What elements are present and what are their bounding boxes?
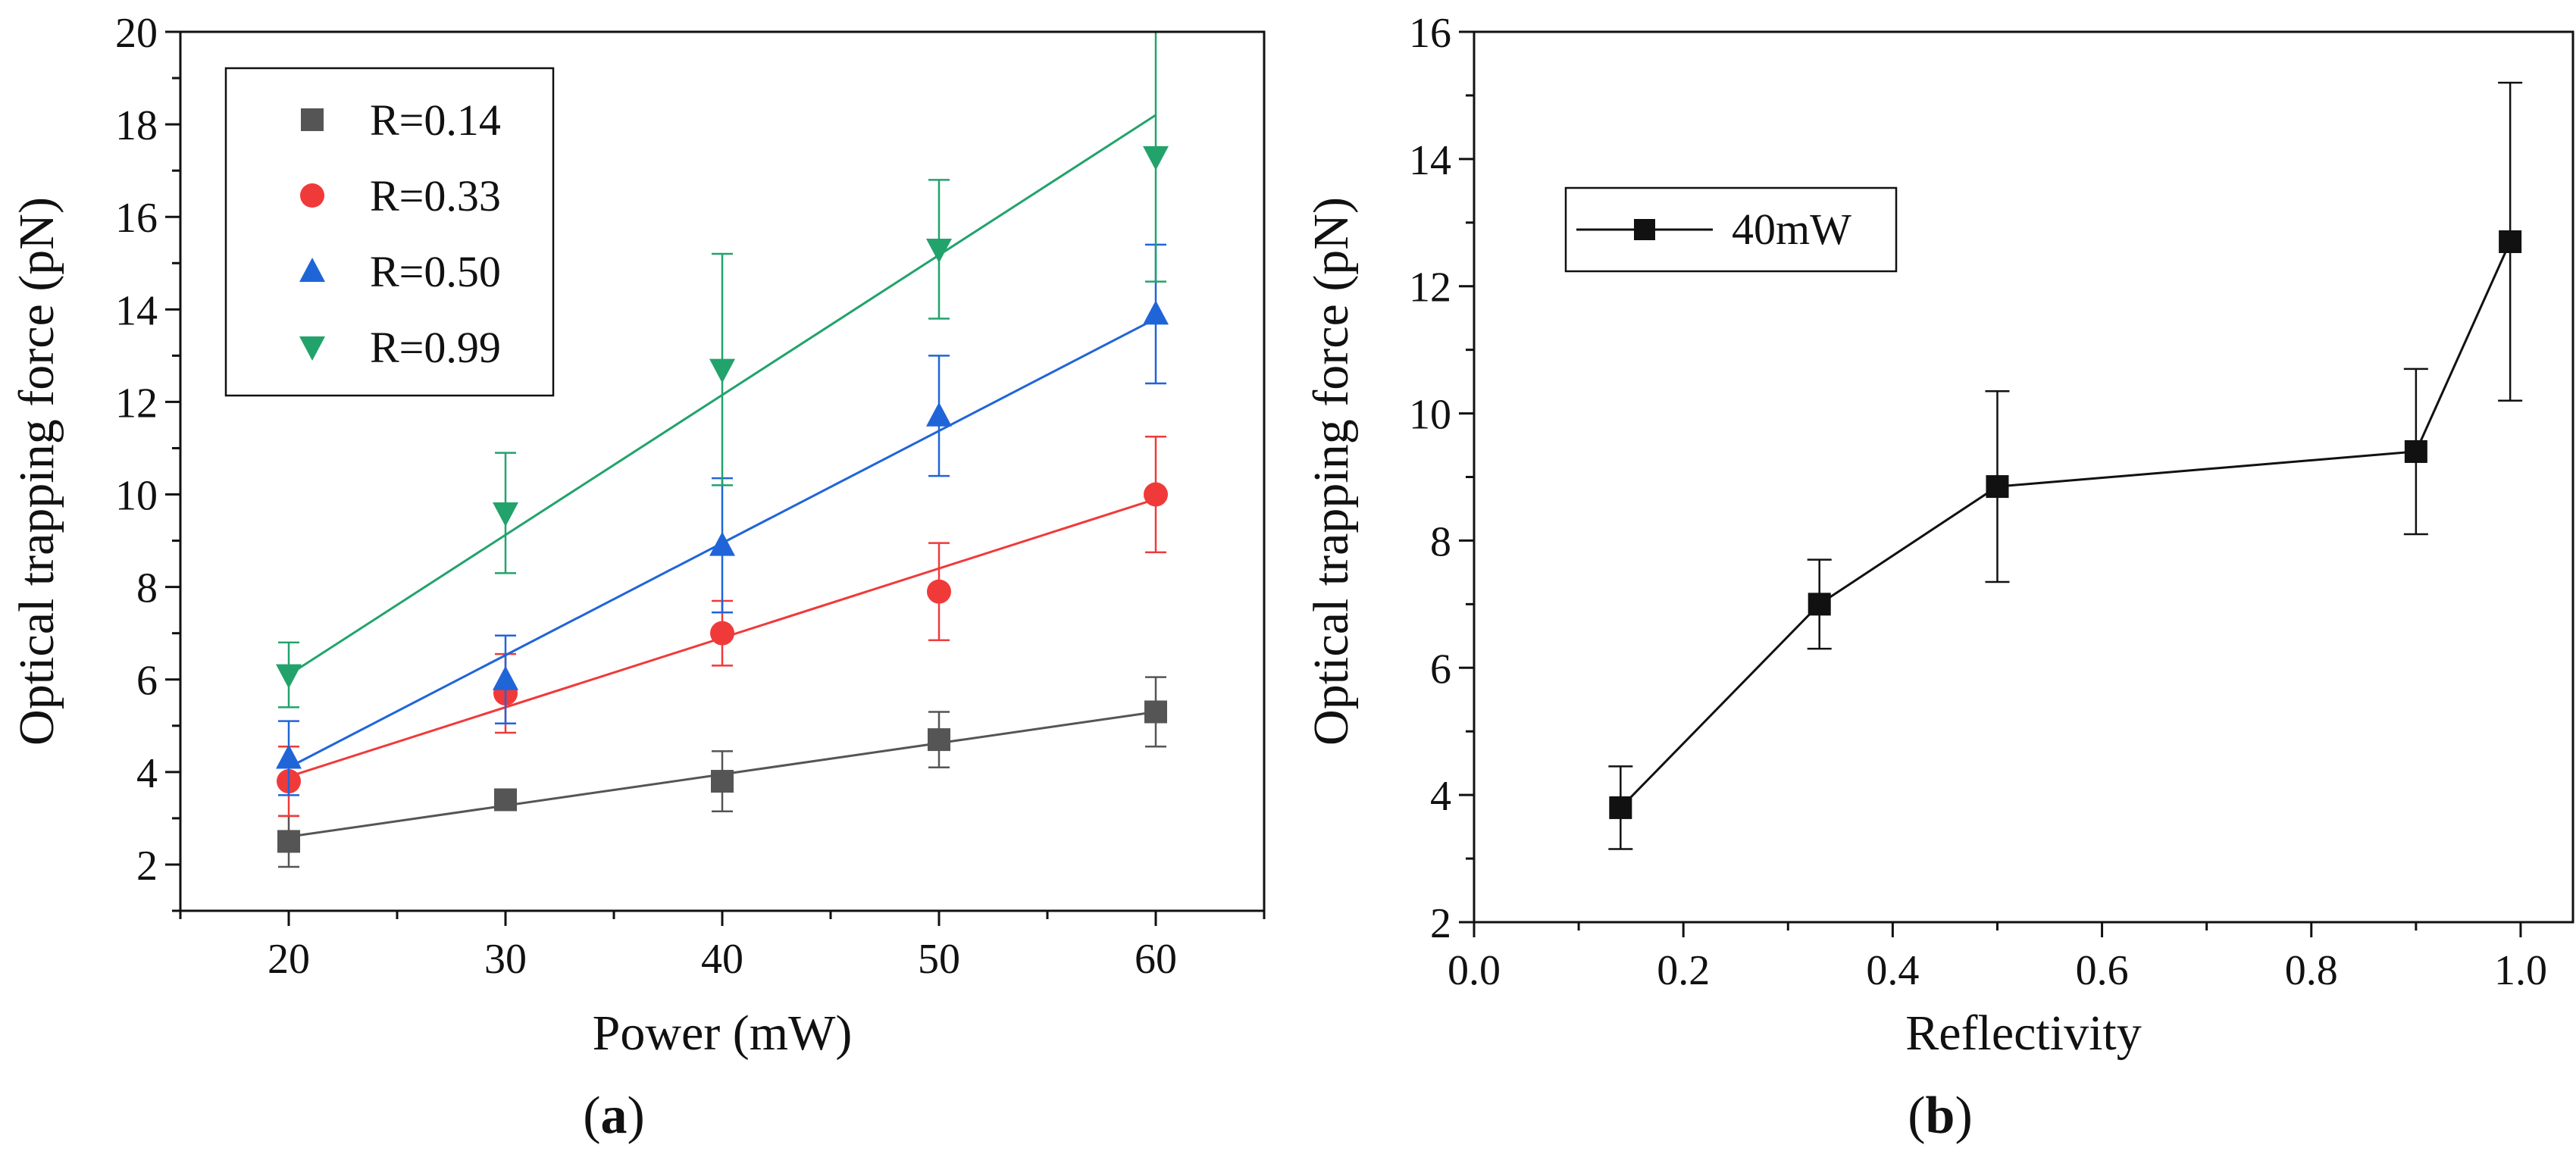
chart-a-legend-marker-0: [301, 108, 324, 131]
chart-a-x-axis-title: Power (mW): [593, 1006, 853, 1061]
chart-b-y-tick-label: 2: [1430, 900, 1451, 947]
chart-b-legend-marker: [1634, 219, 1655, 240]
chart-a-series-0: [277, 676, 1167, 868]
chart-a-x-tick-label: 50: [918, 936, 960, 983]
chart-b-x-tick-label: 0.0: [1448, 947, 1501, 994]
chart-a-panel-label-open: (: [583, 1087, 600, 1145]
chart-b-y-tick-label: 10: [1409, 392, 1451, 439]
chart-a-y-tick-label: 8: [136, 565, 158, 612]
chart-b-y-tick-label: 4: [1430, 773, 1451, 820]
chart-a-y-tick-label: 12: [115, 380, 158, 427]
chart-a-point: [493, 665, 518, 690]
chart-a-y-tick-label: 18: [115, 102, 158, 149]
chart-a-point: [1144, 700, 1167, 724]
chart-a-plot-area: [276, 30, 1169, 868]
chart-b-y-tick-label: 8: [1430, 518, 1451, 565]
chart-a-legend-marker-2: [299, 258, 325, 282]
chart-a-y-tick-label: 14: [115, 287, 158, 334]
chart-b-legend-label-0: 40mW: [1732, 205, 1851, 254]
chart-a-point: [926, 402, 952, 427]
chart-a-point: [1143, 300, 1169, 325]
chart-a-panel-label-close: ): [628, 1087, 645, 1145]
chart-a-point: [709, 358, 735, 383]
chart-a-point: [276, 664, 302, 689]
chart-b-panel-label-close: ): [1955, 1087, 1972, 1145]
chart-a-legend: R=0.14 R=0.33 R=0.50 R=0.99: [224, 67, 555, 397]
chart-b-x-tick-label: 1.0: [2494, 947, 2547, 994]
chart-a-x-tick-label: 30: [484, 936, 527, 983]
chart-a-y-axis-title: Optical trapping force (pN): [9, 197, 64, 746]
chart-b-legend: 40mW: [1564, 186, 1898, 273]
chart-b-x-tick-label: 0.6: [2076, 947, 2129, 994]
chart-b-ticks: 0.0 0.2 0.4 0.6 0.8 1.0 2 4 6 8 10 12 14 16: [1409, 10, 2547, 994]
chart-b-y-tick-label: 14: [1409, 137, 1451, 184]
chart-a-point: [710, 621, 734, 646]
chart-a-y-tick-label: 2: [136, 843, 158, 890]
chart-b-series-0: [1608, 81, 2523, 850]
chart-a-series-1: [277, 435, 1168, 818]
chart-a-ticks: 20 30 40 50 60 2 4 6 8 10 12 14 16 18 20: [115, 10, 1266, 983]
chart-b: 0.0 0.2 0.4 0.6 0.8 1.0 2 4 6 8 10 12 14 16 40mW Refl…: [1304, 10, 2574, 1145]
chart-a-point: [926, 238, 952, 263]
chart-b-y-axis-title: Optical trapping force (pN): [1304, 197, 1359, 746]
chart-a-point: [928, 728, 950, 752]
chart-b-x-tick-label: 0.4: [1866, 947, 1919, 994]
chart-b-point: [1609, 796, 1632, 819]
chart-b-y-tick-label: 12: [1409, 264, 1451, 311]
chart-a-y-tick-label: 16: [115, 195, 158, 242]
chart-b-series-line: [1620, 241, 2512, 809]
chart-a-point: [711, 770, 734, 793]
chart-a-legend-label-1: R=0.33: [370, 171, 501, 221]
chart-b-panel-label-letter: b: [1926, 1087, 1955, 1145]
chart-a-point: [276, 744, 302, 769]
chart-b-y-tick-label: 6: [1430, 646, 1451, 693]
chart-a-legend-marker-1: [300, 183, 324, 208]
chart-a-y-tick-label: 20: [115, 10, 158, 57]
chart-a-y-tick-label: 6: [136, 658, 158, 705]
chart-a: 20 30 40 50 60 2 4 6 8 10 12 14 16 18 20 R=0.14 R=0.33…: [9, 10, 1266, 1145]
chart-a-y-tick-label: 4: [136, 750, 158, 797]
chart-b-plot-area: [1608, 81, 2523, 850]
chart-a-point: [927, 579, 951, 604]
chart-b-x-tick-label: 0.2: [1657, 947, 1710, 994]
chart-a-legend-marker-3: [299, 336, 325, 361]
chart-a-panel-label-letter: a: [601, 1087, 628, 1145]
chart-a-legend-label-3: R=0.99: [370, 323, 501, 372]
chart-a-point: [1143, 145, 1169, 170]
chart-a-point: [709, 531, 735, 556]
chart-a-point: [1144, 482, 1168, 507]
chart-b-point: [1808, 593, 1831, 616]
chart-a-panel-label: (a): [583, 1087, 645, 1145]
chart-b-y-tick-label: 16: [1409, 10, 1451, 57]
chart-b-panel-label: (b): [1908, 1087, 1973, 1145]
chart-b-x-axis-title: Reflectivity: [1905, 1006, 2142, 1061]
chart-b-panel-label-open: (: [1908, 1087, 1925, 1145]
chart-a-x-tick-label: 20: [268, 936, 310, 983]
chart-a-legend-markers: [299, 108, 325, 361]
chart-b-point: [2404, 439, 2427, 463]
chart-a-point: [277, 830, 300, 853]
chart-b-point: [2499, 230, 2522, 253]
chart-a-y-tick-label: 10: [115, 473, 158, 520]
chart-a-legend-label-0: R=0.14: [370, 95, 501, 145]
chart-a-point: [494, 788, 517, 812]
chart-a-x-tick-label: 60: [1135, 936, 1177, 983]
chart-a-legend-box: [224, 67, 555, 397]
chart-a-x-tick-label: 40: [701, 936, 743, 983]
chart-b-x-tick-label: 0.8: [2285, 947, 2338, 994]
chart-b-point: [1986, 475, 2009, 499]
chart-a-legend-label-2: R=0.50: [370, 247, 501, 296]
chart-a-point: [493, 502, 518, 527]
